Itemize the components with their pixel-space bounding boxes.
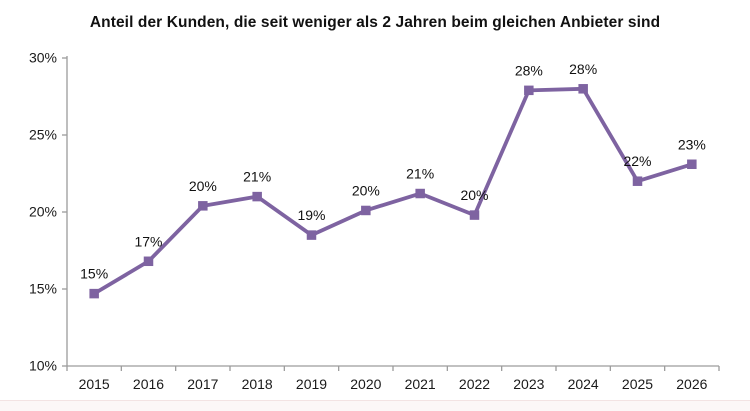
data-point-label: 19% xyxy=(297,207,325,223)
data-point-label: 28% xyxy=(515,62,543,78)
y-tick-label: 15% xyxy=(29,281,57,297)
data-point-marker xyxy=(306,230,317,240)
bottom-divider-strip xyxy=(0,400,750,411)
x-tick-label: 2021 xyxy=(405,376,436,392)
y-tick-label: 10% xyxy=(29,358,57,374)
x-tick-label: 2025 xyxy=(622,376,653,392)
data-point-marker xyxy=(687,159,697,170)
data-point-marker xyxy=(524,85,534,96)
data-point-marker xyxy=(361,205,371,216)
data-point-label: 21% xyxy=(406,166,434,182)
data-point-marker xyxy=(469,210,480,220)
data-point-label: 23% xyxy=(678,136,706,152)
x-tick-label: 2020 xyxy=(350,376,381,392)
data-point-marker xyxy=(252,191,262,202)
data-point-label: 21% xyxy=(243,169,271,185)
x-tick-label: 2018 xyxy=(242,376,273,392)
data-point-label: 20% xyxy=(352,182,380,198)
data-point-marker xyxy=(578,84,588,94)
data-point-label: 22% xyxy=(623,153,651,169)
x-tick-label: 2024 xyxy=(568,376,599,392)
x-tick-label: 2017 xyxy=(187,376,218,392)
x-tick-label: 2022 xyxy=(459,376,490,392)
data-point-label: 17% xyxy=(134,233,162,249)
x-tick-label: 2015 xyxy=(79,376,110,392)
data-point-label: 28% xyxy=(569,61,597,77)
data-point-label: 15% xyxy=(80,266,108,282)
data-point-marker xyxy=(632,176,643,186)
x-tick-label: 2016 xyxy=(133,376,164,392)
data-point-label: 20% xyxy=(460,187,488,203)
chart-title: Anteil der Kunden, die seit weniger als … xyxy=(89,14,661,31)
data-point-marker xyxy=(415,188,425,199)
y-tick-label: 30% xyxy=(29,50,57,66)
y-tick-label: 20% xyxy=(29,204,57,220)
data-point-marker xyxy=(198,201,208,211)
x-tick-label: 2019 xyxy=(296,376,327,392)
data-point-marker xyxy=(89,288,99,299)
x-tick-label: 2023 xyxy=(513,376,544,392)
x-tick-label: 2026 xyxy=(676,376,707,392)
data-point-label: 20% xyxy=(189,178,217,194)
y-tick-label: 25% xyxy=(29,127,57,143)
data-point-marker xyxy=(143,256,154,267)
trend-line xyxy=(92,86,694,296)
